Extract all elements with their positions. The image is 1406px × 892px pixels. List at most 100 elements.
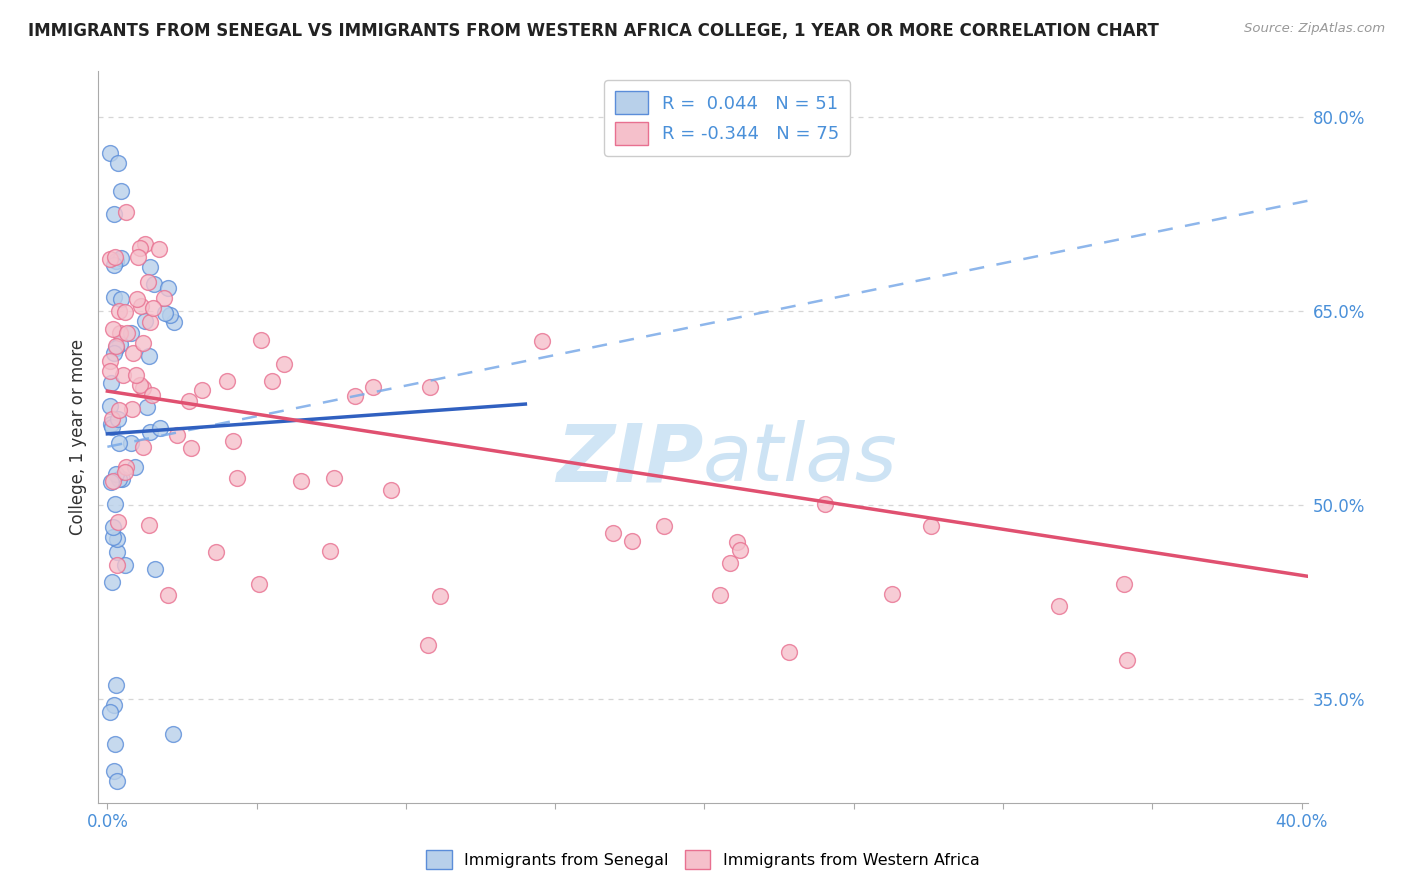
Point xyxy=(114,466,136,480)
Point xyxy=(225,471,247,485)
Point xyxy=(139,425,162,439)
Point xyxy=(139,315,162,329)
Text: IMMIGRANTS FROM SENEGAL VS IMMIGRANTS FROM WESTERN AFRICA COLLEGE, 1 YEAR OR MOR: IMMIGRANTS FROM SENEGAL VS IMMIGRANTS FR… xyxy=(28,22,1159,40)
Point xyxy=(166,428,188,442)
Point xyxy=(148,242,170,256)
Point xyxy=(121,402,143,417)
Point xyxy=(132,336,155,351)
Point xyxy=(621,533,644,548)
Point xyxy=(125,292,148,306)
Point xyxy=(115,326,138,341)
Point xyxy=(98,252,121,267)
Point xyxy=(416,638,439,652)
Point xyxy=(778,645,800,659)
Point xyxy=(114,558,136,572)
Point xyxy=(103,764,125,778)
Point xyxy=(156,589,179,603)
Text: atlas: atlas xyxy=(703,420,898,498)
Point xyxy=(107,412,129,426)
Point xyxy=(101,530,124,544)
Point xyxy=(1047,599,1070,613)
Point xyxy=(114,205,136,219)
Point xyxy=(108,304,131,318)
Point xyxy=(101,575,124,590)
Point xyxy=(110,293,132,307)
Point xyxy=(290,475,312,489)
Point xyxy=(121,345,143,359)
Point xyxy=(132,381,155,395)
Point xyxy=(120,326,142,340)
Point xyxy=(124,460,146,475)
Point xyxy=(882,587,904,601)
Point xyxy=(728,543,751,558)
Point xyxy=(134,314,156,328)
Point xyxy=(108,337,131,351)
Point xyxy=(105,558,128,573)
Point xyxy=(163,315,186,329)
Point xyxy=(103,290,125,304)
Point xyxy=(222,434,245,448)
Point xyxy=(139,260,162,274)
Point xyxy=(153,306,176,320)
Point xyxy=(718,557,741,571)
Point xyxy=(132,440,155,454)
Point xyxy=(273,357,295,371)
Point xyxy=(100,376,122,391)
Point xyxy=(105,339,128,353)
Point xyxy=(418,380,440,394)
Point xyxy=(205,544,228,558)
Point xyxy=(107,515,129,529)
Point xyxy=(143,562,166,576)
Point xyxy=(260,374,283,388)
Point xyxy=(709,588,731,602)
Point xyxy=(104,250,127,264)
Point xyxy=(217,374,239,388)
Point xyxy=(103,258,125,272)
Point xyxy=(429,589,451,603)
Point xyxy=(814,497,837,511)
Point xyxy=(343,389,366,403)
Point xyxy=(101,475,124,489)
Point xyxy=(152,291,174,305)
Point xyxy=(111,368,134,382)
Point xyxy=(110,251,132,265)
Point xyxy=(111,472,134,486)
Point xyxy=(136,400,159,414)
Point xyxy=(1112,576,1135,591)
Point xyxy=(105,254,128,268)
Point xyxy=(141,388,163,402)
Point xyxy=(105,544,128,558)
Point xyxy=(114,305,136,319)
Point xyxy=(103,698,125,712)
Point xyxy=(107,532,129,546)
Point xyxy=(101,520,124,534)
Legend: R =  0.044   N = 51, R = -0.344   N = 75: R = 0.044 N = 51, R = -0.344 N = 75 xyxy=(605,80,851,156)
Point xyxy=(98,364,121,378)
Point xyxy=(104,737,127,751)
Point xyxy=(100,417,122,431)
Point xyxy=(101,322,124,336)
Point xyxy=(104,497,127,511)
Point xyxy=(129,299,152,313)
Point xyxy=(156,281,179,295)
Point xyxy=(921,519,943,533)
Point xyxy=(107,402,129,417)
Point xyxy=(380,483,402,497)
Point xyxy=(136,276,159,290)
Point xyxy=(159,308,181,322)
Point xyxy=(142,301,165,315)
Point xyxy=(103,207,125,221)
Point xyxy=(162,727,184,741)
Point xyxy=(249,333,271,347)
Point xyxy=(105,678,128,692)
Point xyxy=(319,544,342,558)
Point xyxy=(138,518,160,533)
Point xyxy=(98,705,121,719)
Point xyxy=(180,441,202,455)
Point xyxy=(322,471,344,485)
Point xyxy=(107,472,129,486)
Point xyxy=(138,349,160,363)
Point xyxy=(105,773,128,788)
Point xyxy=(104,467,127,481)
Point xyxy=(98,353,121,368)
